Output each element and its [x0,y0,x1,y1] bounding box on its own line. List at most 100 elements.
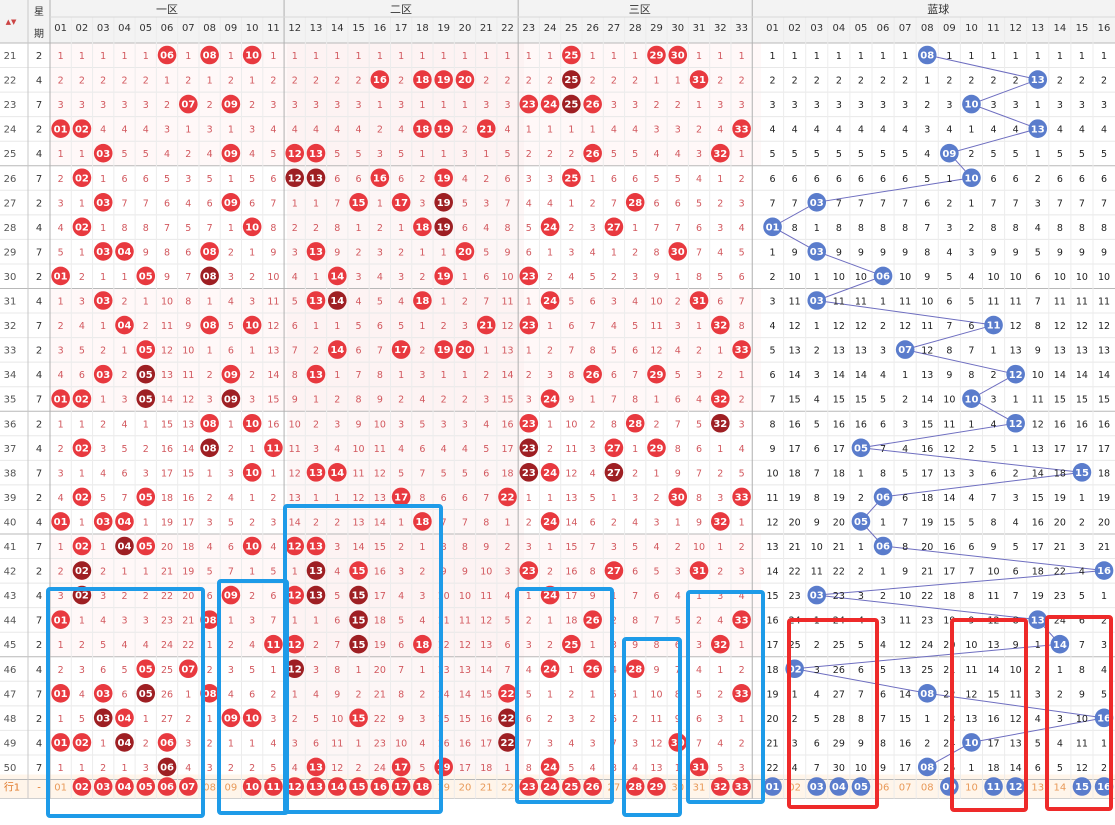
blue-miss-count: 18 [988,763,1000,774]
red-miss-count: 4 [334,444,340,455]
weekday-value: 4 [36,297,42,308]
blue-miss-count: 17 [1054,444,1066,455]
blue-miss-count: 13 [789,346,801,357]
red-ball [583,143,602,163]
red-miss-count: 1 [313,198,319,209]
blue-miss-count: 14 [833,370,845,381]
blue-miss-count: 9 [1057,247,1063,258]
blue-miss-count: 15 [1032,493,1044,504]
blue-miss-count: 9 [924,272,930,283]
red-miss-count: 3 [717,591,723,602]
red-miss-count: 1 [653,468,659,479]
red-miss-count: 3 [334,419,340,430]
footer-blue-ball [1072,777,1092,796]
red-miss-count: 2 [356,76,362,87]
red-miss-count: 6 [377,321,383,332]
red-miss-count: 1 [717,174,723,185]
red-miss-count: 3 [547,370,553,381]
red-ball [72,487,92,507]
red-ball-number: 05 [139,542,153,553]
blue-miss-count: 18 [921,493,933,504]
red-ball-number: 20 [458,345,472,356]
red-miss-count: 2 [696,125,702,136]
blue-miss-count: 1 [858,542,864,553]
blue-miss-count: 9 [1013,247,1019,258]
red-miss-count: 3 [632,493,638,504]
blue-miss-count: 1 [880,51,886,62]
red-miss-count: 4 [143,640,149,651]
blue-miss-count: 1 [968,763,974,774]
red-ball-number: 22 [501,689,515,700]
blue-miss-count: 21 [943,665,955,676]
weekday-value: 2 [36,640,42,651]
blue-miss-count: 8 [792,223,798,234]
red-ball [51,684,70,703]
red-ball [285,168,305,188]
red-miss-count: 1 [228,125,234,136]
blue-miss-count: 1 [924,76,930,87]
red-ball-number: 02 [75,493,89,504]
red-miss-count: 10 [438,591,450,602]
red-miss-count: 1 [143,419,149,430]
red-miss-count: 5 [526,223,532,234]
blue-miss-count: 11 [921,321,933,332]
red-miss-count: 1 [441,247,447,258]
red-miss-count: 9 [675,468,681,479]
sort-caret-icon[interactable]: ▲▼ [6,18,17,26]
red-miss-count: 3 [334,100,340,111]
red-miss-count: 1 [611,51,617,62]
blue-miss-count: 2 [902,76,908,87]
red-miss-count: 1 [611,247,617,258]
number-header: 17 [395,23,408,34]
red-miss-count: 14 [353,542,365,553]
blue-miss-count: 2 [792,714,798,725]
blue-miss-count: 3 [814,370,820,381]
red-miss-count: 8 [377,370,383,381]
red-ball-number: 09 [224,370,238,381]
blue-ball [1028,610,1048,629]
blue-miss-count: 15 [1098,395,1110,406]
red-ball-number: 01 [54,517,68,528]
red-miss-count: 7 [590,321,596,332]
weekday-value: 7 [36,321,42,332]
footer-blue-number: 15 [1075,782,1089,793]
red-ball-number: 04 [118,542,132,553]
red-ball-number: 06 [160,738,174,749]
blue-miss-count: 17 [833,444,845,455]
blue-miss-count: 2 [792,76,798,87]
footer-red-number: 02 [75,782,89,793]
red-ball-number: 09 [224,198,238,209]
blue-ball-number: 15 [1075,468,1089,479]
red-miss-count: 3 [739,419,745,430]
red-miss-count: 2 [739,738,745,749]
footer-red-ball [519,777,539,796]
red-ball-number: 10 [245,542,259,553]
footer-red-number: 07 [181,782,195,793]
red-miss-count: 4 [79,321,85,332]
blue-miss-count: 6 [770,174,776,185]
red-miss-count: 3 [696,640,702,651]
blue-miss-count: 18 [767,665,779,676]
red-miss-count: 3 [739,198,745,209]
red-miss-count: 10 [161,297,173,308]
red-miss-count: 9 [185,321,191,332]
red-miss-count: 7 [419,468,425,479]
footer-red-number: 04 [118,782,132,793]
red-miss-count: 2 [356,247,362,258]
red-miss-count: 3 [653,517,659,528]
red-ball-number: 04 [118,247,132,258]
red-ball [136,364,156,384]
blue-miss-count: 14 [943,493,955,504]
red-ball-number: 24 [543,296,557,307]
red-miss-count: 16 [480,714,492,725]
red-miss-count: 3 [79,665,85,676]
blue-miss-count: 10 [1032,370,1044,381]
blue-ball [1072,463,1092,482]
blue-ball-number: 03 [810,296,824,307]
red-miss-count: 17 [501,444,513,455]
red-miss-count: 3 [419,591,425,602]
red-ball [370,168,390,188]
red-miss-count: 1 [568,198,574,209]
red-miss-count: 3 [58,346,64,357]
